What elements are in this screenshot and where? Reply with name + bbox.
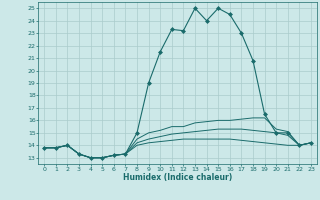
- X-axis label: Humidex (Indice chaleur): Humidex (Indice chaleur): [123, 173, 232, 182]
